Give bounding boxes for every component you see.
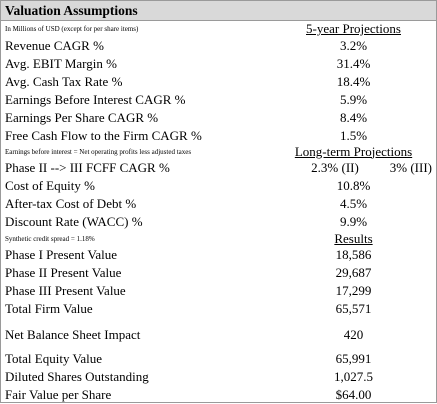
row-value: 18.4% [336,74,371,89]
row-label: Phase I Present Value [5,247,118,262]
section-heading: Long-term Projections [294,143,413,159]
row-label: Earnings Per Share CAGR % [5,110,159,125]
row-label: Avg. EBIT Margin % [5,56,117,71]
data-row: Phase I Present Value 18,586 [1,246,436,264]
row-value: 5.9% [339,92,368,107]
row-label: Earnings Before Interest CAGR % [5,92,186,107]
row-label: Net Balance Sheet Impact [5,327,141,342]
row-label: Avg. Cash Tax Rate % [5,74,123,89]
row-label: Phase III Present Value [5,283,126,298]
note-row: Earnings before interest = Net operating… [1,143,436,159]
row-value: 4.5% [339,196,368,211]
long-term: Cost of Equity % 10.8% After-tax Cost of D… [1,177,436,231]
row-value: 1,027.5 [334,369,373,384]
data-row: After-tax Cost of Debt % 4.5% [1,195,436,213]
units-row: In Millions of USD (except for per share… [1,21,436,37]
row-label: Fair Value per Share [5,387,112,402]
row-value: 29,687 [335,265,372,280]
result-group: Phase I Present Value 18,586 Phase II Pres… [1,246,436,318]
data-row: Avg. Cash Tax Rate % 18.4% [1,73,436,91]
row-value: 17,299 [335,283,372,298]
data-row: Avg. EBIT Margin % 31.4% [1,55,436,73]
row-label: Phase II Present Value [5,265,122,280]
row-value: 9.9% [339,214,368,229]
spread-note: Synthetic credit spread = 1.18% [5,234,95,243]
row-value: 2.3% (II) [311,159,359,175]
row-label: Total Firm Value [5,301,93,316]
data-row: Phase II Present Value 29,687 [1,264,436,282]
row-value: 8.4% [339,110,368,125]
data-row: Cost of Equity % 10.8% [1,177,436,195]
data-row: Earnings Before Interest CAGR % 5.9% [1,91,436,109]
row-value: 3.2% [339,38,368,53]
row-value: 18,586 [335,247,372,262]
row-label: Phase II --> III FCFF CAGR % [5,159,170,175]
results: Phase I Present Value 18,586 Phase II Pres… [1,246,436,404]
data-row: Total Firm Value 65,571 [1,300,436,318]
row-label: Cost of Equity % [5,178,95,193]
row-value: 65,991 [335,351,372,366]
note-row: Synthetic credit spread = 1.18% Results [1,231,436,246]
row-label: Revenue CAGR % [5,38,104,53]
row-value: 420 [343,327,364,342]
row-value: $64.00 [335,387,372,402]
result-group: Net Balance Sheet Impact 420 [1,326,436,344]
row-value: 31.4% [336,56,371,71]
section-heading: Results [334,230,373,246]
ebi-note: Earnings before interest = Net operating… [5,147,192,156]
phase-row: Phase II --> III FCFF CAGR % 2.3% (II) 3… [1,158,436,177]
data-row: Revenue CAGR % 3.2% [1,37,436,55]
data-row: Diluted Shares Outstanding 1,027.5 [1,368,436,386]
data-row: Free Cash Flow to the Firm CAGR % 1.5% [1,127,436,145]
projections: Revenue CAGR % 3.2% Avg. EBIT Margin % 31.4… [1,37,436,145]
row-value: 1.5% [339,128,368,143]
data-row: Phase III Present Value 17,299 [1,282,436,300]
row-label: After-tax Cost of Debt % [5,196,137,211]
phase-values: 2.3% (II) 3% (III) [271,160,436,176]
data-row: Earnings Per Share CAGR % 8.4% [1,109,436,127]
data-row: Fair Value per Share $64.00 [1,386,436,404]
row-label: Free Cash Flow to the Firm CAGR % [5,128,202,143]
data-row: Total Equity Value 65,991 [1,350,436,368]
data-row: Net Balance Sheet Impact 420 [1,326,436,344]
row-label: Total Equity Value [5,351,103,366]
row-value: 10.8% [336,178,371,193]
row-value: 65,571 [335,301,372,316]
section-heading: 5-year Projections [306,21,401,36]
data-row: Discount Rate (WACC) % 9.9% [1,213,436,231]
units-note: In Millions of USD (except for per share… [5,25,139,33]
row-label: Discount Rate (WACC) % [5,214,143,229]
row-value: 3% (III) [389,159,432,175]
result-group: Total Equity Value 65,991 Diluted Shares O… [1,350,436,404]
row-label: Diluted Shares Outstanding [5,369,149,384]
sheet-title: Valuation Assumptions [1,1,436,21]
